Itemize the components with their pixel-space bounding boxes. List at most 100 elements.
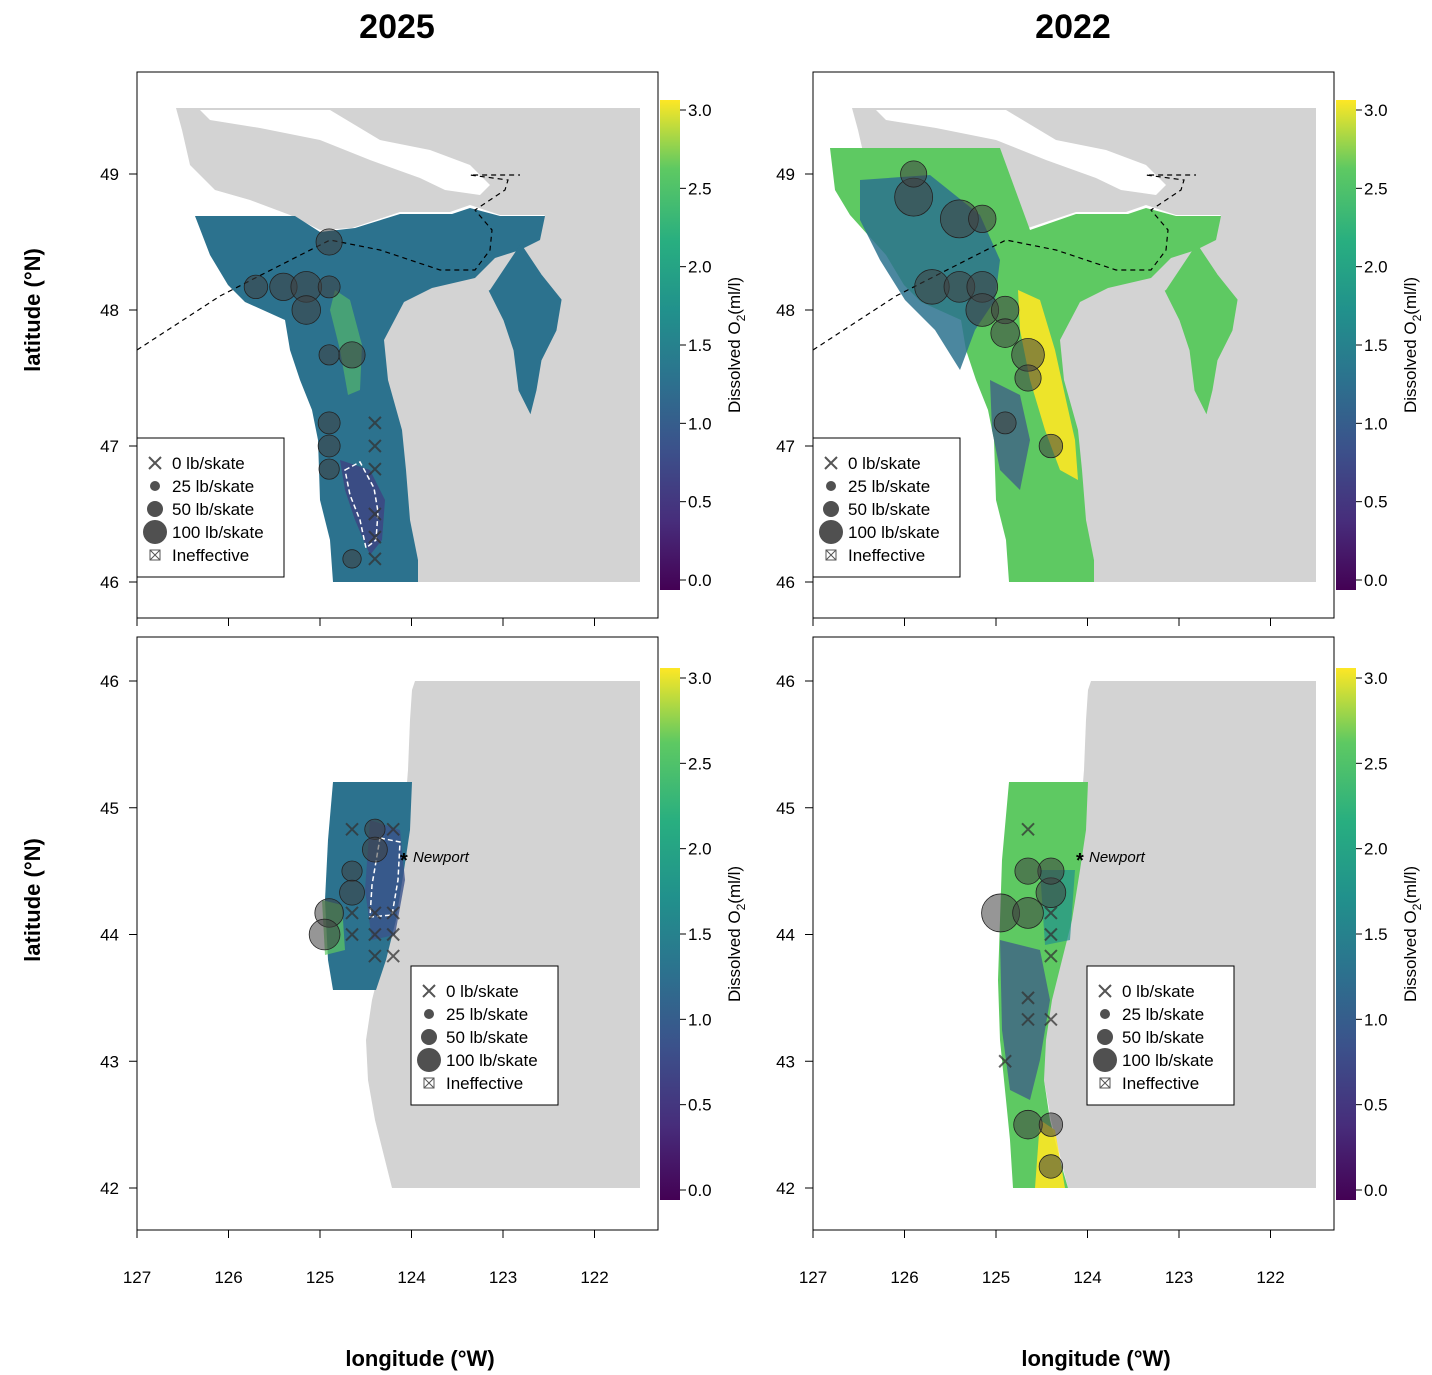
y-tick-label: 45: [100, 799, 119, 818]
legend-circle-icon: [1093, 1048, 1117, 1072]
station-zero-catch: [1021, 822, 1035, 837]
x-axis-title-left: longitude (°W): [345, 1346, 494, 1371]
colorbar-tick-label: 0.0: [688, 1181, 712, 1200]
colorbar-tick-label: 2.0: [688, 840, 712, 859]
column-title-2025: 2025: [359, 8, 435, 46]
colorbar-tick-label: 1.0: [1364, 1010, 1388, 1029]
x-axis-title-right: longitude (°W): [1021, 1346, 1170, 1371]
o2-field-puget: [488, 244, 562, 415]
station-zero-catch: [1044, 906, 1058, 920]
x-tick-label: 125: [306, 1268, 334, 1287]
station-zero-catch: [1021, 1012, 1035, 1027]
legend-circle-icon: [417, 1048, 441, 1072]
station-zero-catch: [386, 822, 400, 837]
colorbar-tick-label: 2.5: [688, 179, 712, 198]
colorbar-tick-label: 0.0: [1364, 1181, 1388, 1200]
newport-label: Newport: [1089, 849, 1146, 866]
y-tick-label: 44: [100, 926, 119, 945]
station-catch: [1014, 364, 1042, 392]
panel-overlay-0: 46 47 48 49 0.0 0.5 1.0 1.5 2.0 2.5 3.0 Dissolved O…: [100, 100, 748, 626]
x-tick-label: 122: [580, 1268, 608, 1287]
border-line: [812, 174, 1196, 351]
legend-boxed-cross-icon: [423, 1077, 435, 1089]
colorbar-tick-label: 0.5: [1364, 493, 1388, 512]
station-catch: [990, 318, 1020, 348]
colorbar-tick-label: 2.0: [688, 258, 712, 277]
station-catch: [243, 274, 269, 300]
y-tick-label: 49: [100, 165, 119, 184]
legend-label: 50 lb/skate: [848, 500, 930, 519]
legend-label: Ineffective: [1122, 1074, 1199, 1093]
station-catch: [1037, 857, 1065, 885]
station-catch: [364, 818, 386, 840]
station-catch: [900, 160, 928, 188]
station-catch: [318, 458, 340, 480]
colorbar-tick-label: 0.0: [688, 571, 712, 590]
y-tick-label: 48: [100, 301, 119, 320]
land: [852, 108, 1316, 582]
legend-boxed-cross-lines: [1099, 1077, 1111, 1089]
legend-boxed-cross-lines: [825, 549, 837, 561]
legend-label: 50 lb/skate: [172, 500, 254, 519]
station-zero-catch: [1021, 991, 1035, 1005]
station-zero-catch: [368, 439, 382, 453]
x-tick-label: 123: [1165, 1268, 1193, 1287]
panel-overlay-2: 42 43 44 45 46 127 126 125 124 123 122 0.0 0.5 1.0 1.5…: [100, 668, 748, 1287]
colorbar-tick-label: 0.5: [688, 493, 712, 512]
legend-label: 50 lb/skate: [1122, 1028, 1204, 1047]
colorbar-tick-label: 1.0: [688, 414, 712, 433]
legend-circle-icon: [150, 481, 160, 491]
station-zero-catch: [368, 949, 382, 963]
hypoxia-contour: [369, 837, 401, 918]
legend-label: 0 lb/skate: [172, 454, 245, 473]
legend-boxed-cross-icon: [825, 549, 837, 561]
legend-circle-icon: [143, 520, 167, 544]
y-tick-label: 47: [776, 437, 795, 456]
legend-circle-icon: [421, 1029, 437, 1045]
station-zero-catch: [368, 530, 382, 544]
station-catch: [315, 228, 343, 256]
colorbar-tick-label: 3.0: [1364, 101, 1388, 120]
station-zero-catch: [368, 416, 382, 430]
station-catch: [1038, 1112, 1064, 1137]
panel-2025-oregon: [136, 636, 659, 1231]
colorbar-tick-label: 3.0: [688, 101, 712, 120]
legend-boxed-cross-icon: [149, 549, 161, 561]
station-catch: [317, 434, 341, 458]
legend-label: 25 lb/skate: [848, 477, 930, 496]
colorbar-label: Dissolved O2(ml/l): [725, 866, 748, 1002]
legend-cross-icon: [422, 984, 436, 998]
legend-label: 100 lb/skate: [446, 1051, 538, 1070]
colorbar-label: Dissolved O2(ml/l): [725, 277, 748, 413]
x-tick-label: 127: [123, 1268, 151, 1287]
legend-cross-icon: [824, 456, 838, 470]
legend-circle-icon: [826, 481, 836, 491]
station-zero-catch: [1044, 949, 1058, 963]
o2-field-puget: [1164, 244, 1238, 415]
legend-label: 0 lb/skate: [446, 982, 519, 1001]
o2-high-patch: [330, 290, 362, 395]
station-catch: [1012, 897, 1044, 929]
legend-label: 100 lb/skate: [1122, 1051, 1214, 1070]
y-axis-title-top: latitude (°N): [20, 248, 45, 372]
y-tick-label: 45: [776, 799, 795, 818]
x-tick-label: 123: [489, 1268, 517, 1287]
o2-low-patch-south: [990, 380, 1030, 490]
station-zero-catch: [1044, 927, 1058, 942]
legend-circle-icon: [823, 501, 839, 517]
legend-label: 0 lb/skate: [1122, 982, 1195, 1001]
legend: 0 lb/skate 25 lb/skate 50 lb/skate 100 lb/s…: [812, 437, 961, 578]
y-tick-label: 46: [100, 573, 119, 592]
station-zero-catch: [1044, 1012, 1058, 1027]
y-tick-label: 49: [776, 165, 795, 184]
legend-label: 100 lb/skate: [172, 523, 264, 542]
station-catch: [1013, 1109, 1043, 1140]
legend-circle-icon: [1100, 1009, 1110, 1019]
legend-label: 25 lb/skate: [446, 1005, 528, 1024]
station-catch: [1038, 1154, 1064, 1179]
colorbar-tick-label: 3.0: [1364, 669, 1388, 688]
colorbar-label: Dissolved O2(ml/l): [1401, 866, 1424, 1002]
y-tick-label: 46: [776, 573, 795, 592]
newport-label: Newport: [413, 849, 470, 866]
colorbar-tick-label: 3.0: [688, 669, 712, 688]
